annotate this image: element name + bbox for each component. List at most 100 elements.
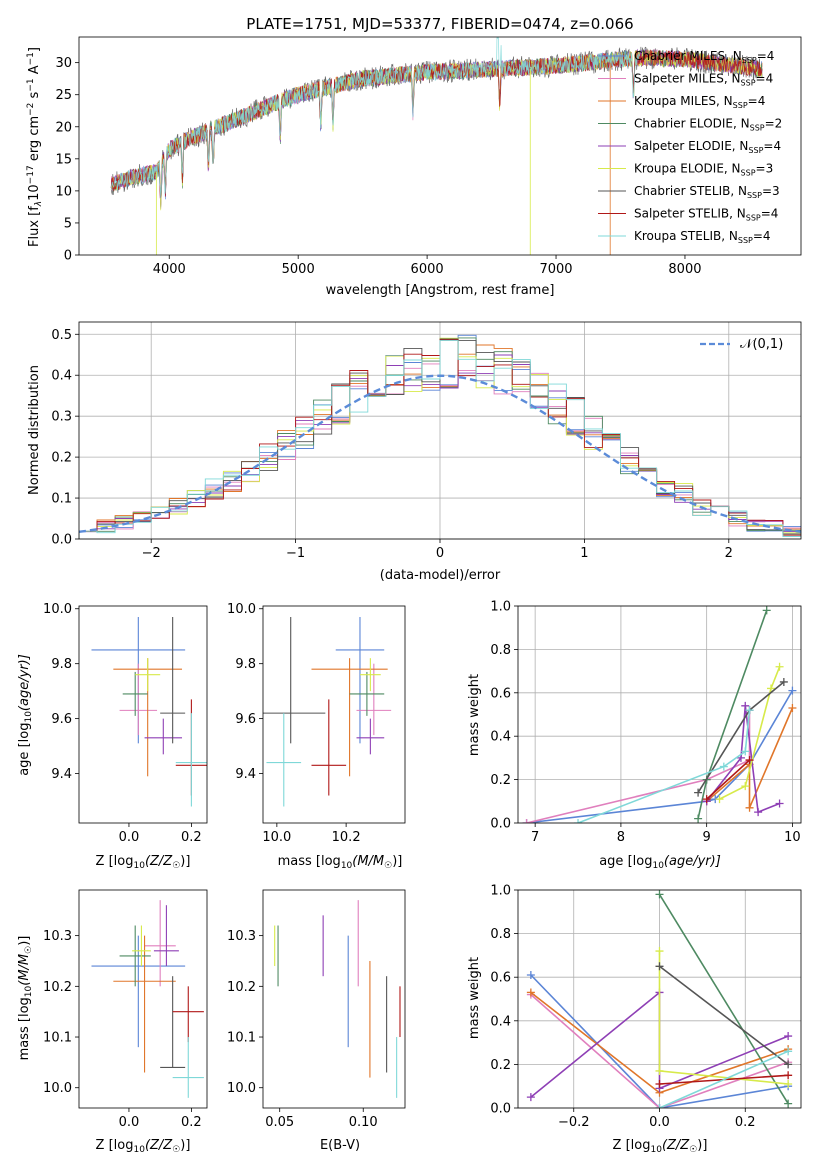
mass-vs-Z-xticklabel-1: 0.2: [181, 1115, 202, 1130]
mass-weight-vs-age-marker-4-2: [741, 701, 750, 710]
legend-label-7: Salpeter STELIB, NSSP=4: [634, 207, 778, 223]
legend-label-sub: SSP: [748, 146, 763, 155]
mass-vs-ebv-yticklabel-3: 10.3: [227, 929, 256, 944]
mass-weight-vs-age-series-7: [706, 759, 751, 800]
legend-label-1: Salpeter MILES, NSSP=4: [634, 72, 773, 88]
mass-weight-vs-age-plot-area: 7 8 9 10 0.0 0.2 0.4 0.6 0.8 1.0: [490, 600, 802, 845]
normal-curve: [79, 374, 801, 533]
spectrum-yticklabel-0: 0: [64, 249, 72, 264]
mass-vs-ebv-errorbars: [274, 900, 401, 1098]
spectrum-yticklabel-3: 15: [55, 152, 72, 167]
residuals-yticklabel-4: 0.4: [51, 369, 72, 384]
residuals-yticklabel-1: 0.1: [51, 492, 72, 507]
mass-vs-Z-yticklabel-3: 10.3: [43, 929, 72, 944]
mass-weight-vs-age-yticklabel-0: 0.0: [490, 817, 511, 832]
mass-weight-vs-age-marker-2-3: [788, 703, 797, 712]
mass-weight-vs-Z-yticklabel-1: 0.2: [490, 1058, 511, 1073]
legend-label-text: Kroupa ELODIE, N: [634, 162, 741, 176]
mass-weight-vs-Z-marker-5-1: [655, 1066, 664, 1075]
residual-hist-5: [79, 337, 801, 539]
spectrum-yticklabel-5: 25: [55, 88, 72, 103]
residuals-xticklabel-1: −1: [286, 546, 305, 561]
legend-label-tail: =4: [757, 49, 775, 63]
mass-weight-vs-age-marker-5-1: [741, 782, 750, 791]
legend-label-text: Chabrier STELIB, N: [634, 184, 747, 198]
mass-weight-vs-age-marker-2-2: [745, 803, 754, 812]
legend-label-tail: =4: [761, 207, 779, 221]
age-vs-mass-yticklabel-2: 9.8: [235, 657, 256, 672]
age-vs-mass-yticklabel-0: 9.4: [235, 767, 256, 782]
residuals-frame: [78, 321, 802, 540]
mass-vs-ebv-xticklabel-1: 0.10: [349, 1115, 378, 1130]
mass-weight-vs-Z-marker-4-3: [784, 1032, 793, 1041]
mass-vs-Z-yticklabel-0: 10.0: [43, 1081, 72, 1096]
normal-legend-label: 𝒩(0,1): [740, 337, 783, 352]
legend-label-sub: SSP: [747, 191, 762, 200]
mass-vs-ebv-yticklabel-0: 10.0: [227, 1081, 256, 1096]
legend-label-3: Chabrier ELODIE, NSSP=2: [634, 117, 782, 133]
age-vs-Z-xticklabel-1: 0.2: [181, 830, 202, 845]
mass-weight-vs-Z-yticklabel-4: 0.8: [490, 927, 511, 942]
residuals-xticklabel-0: −2: [142, 546, 161, 561]
mass-weight-vs-age-marker-5-0: [715, 795, 724, 804]
mass-weight-vs-Z-marker-2-0: [526, 988, 535, 997]
mass-weight-vs-Z-series-8: [659, 1050, 789, 1108]
residual-hist-4: [79, 354, 801, 539]
residuals-xticklabel-3: 1: [580, 546, 588, 561]
mass-vs-Z-frame: [78, 889, 208, 1109]
legend-label-tail: =3: [762, 184, 780, 198]
spectrum-xlabel: wavelength [Angstrom, rest frame]: [326, 283, 555, 298]
mass-weight-vs-age-yticklabel-4: 0.8: [490, 643, 511, 658]
mass-weight-vs-age-marker-4-3: [754, 808, 763, 817]
mass-weight-vs-age-marker-5-3: [775, 662, 784, 671]
spectrum-series-8: [110, 37, 641, 199]
residuals-legend: 𝒩(0,1): [700, 337, 783, 352]
mass-vs-ebv-xlabel: E(B-V): [320, 1138, 360, 1153]
mass-vs-ebv-yticklabel-2: 10.2: [227, 980, 256, 995]
legend-label-tail: =4: [756, 72, 774, 86]
mass-weight-vs-Z-marker-7-0: [655, 1080, 664, 1089]
legend-label-sub: SSP: [750, 124, 765, 133]
spectrum-xticklabel-4: 8000: [668, 262, 701, 277]
mass-vs-Z-ylabel: mass [log10(M/M☉)]: [17, 936, 34, 1061]
legend-label-sub: SSP: [746, 214, 761, 223]
residuals-yticklabel-3: 0.3: [51, 410, 72, 425]
mass-weight-vs-Z-marker-7-1: [784, 1071, 793, 1080]
mass-weight-vs-Z-series-0: [530, 974, 789, 1108]
mass-weight-vs-Z-yticklabel-3: 0.6: [490, 971, 511, 986]
mass-weight-vs-age-xticklabel-3: 10: [784, 830, 801, 845]
mass-weight-vs-Z-yticklabel-0: 0.0: [490, 1102, 511, 1117]
legend-label-5: Kroupa ELODIE, NSSP=3: [634, 162, 773, 178]
legend-label-text: Salpeter STELIB, N: [634, 207, 746, 221]
spectrum-xticklabel-1: 5000: [282, 262, 315, 277]
residuals-xticklabel-2: 0: [436, 546, 444, 561]
mass-vs-Z-panel: 0.0 0.2 10.0 10.1 10.2 10.3 Z [log10(Z/Z☉)] m…: [17, 889, 208, 1155]
mass-weight-vs-age-panel: 7 8 9 10 0.0 0.2 0.4 0.6 0.8 1.0 age [log10(age/y…: [467, 600, 802, 871]
mass-weight-vs-age-series-5: [719, 666, 781, 800]
mass-weight-vs-Z-series-3: [658, 893, 789, 1105]
age-vs-mass-xticklabel-0: 10.0: [262, 830, 291, 845]
mass-weight-vs-age-series-1: [526, 710, 751, 823]
age-vs-Z-xticklabel-0: 0.0: [119, 830, 140, 845]
residuals-panel: −2 −1 0 1 2 0.0 0.1 0.2 0.3 0.4 0.5 (data-model)/e…: [27, 321, 802, 583]
legend-label-text: Kroupa STELIB, N: [634, 229, 738, 243]
residuals-xticklabel-4: 2: [725, 546, 733, 561]
age-vs-Z-xlabel: Z [log10(Z/Z☉)]: [96, 854, 191, 871]
legend-label-tail: =4: [763, 139, 781, 153]
age-vs-Z-panel: 0.0 0.2 9.4 9.6 9.8 10.0 Z [log10(Z/Z☉)] age …: [17, 602, 208, 871]
mass-weight-vs-age-marker-3-0: [694, 814, 703, 823]
mass-weight-vs-Z-marker-5-0: [655, 947, 664, 956]
spectrum-xticklabel-2: 6000: [411, 262, 444, 277]
mass-vs-Z-plot-area: 0.0 0.2 10.0 10.1 10.2 10.3: [43, 889, 208, 1130]
spectrum-ylabel: Flux [fλ10−17 erg cm−2 s−1 A−1]: [26, 47, 44, 247]
mass-weight-vs-age-xticklabel-1: 8: [617, 830, 625, 845]
mass-weight-vs-age-marker-4-4: [775, 799, 784, 808]
mass-weight-vs-Z-xticklabel-2: 0.2: [735, 1115, 756, 1130]
residuals-yticklabel-0: 0.0: [51, 533, 72, 548]
mass-weight-vs-age-frame: [517, 605, 802, 824]
mass-weight-vs-Z-marker-5-2: [784, 1080, 793, 1089]
mass-weight-vs-Z-panel: −0.2 0.0 0.2 0.0 0.2 0.4 0.6 0.8 1.0 Z [log10(Z/…: [467, 884, 802, 1155]
age-vs-mass-plot-area: 10.0 10.2 9.4 9.6 9.8 10.0: [227, 602, 406, 845]
